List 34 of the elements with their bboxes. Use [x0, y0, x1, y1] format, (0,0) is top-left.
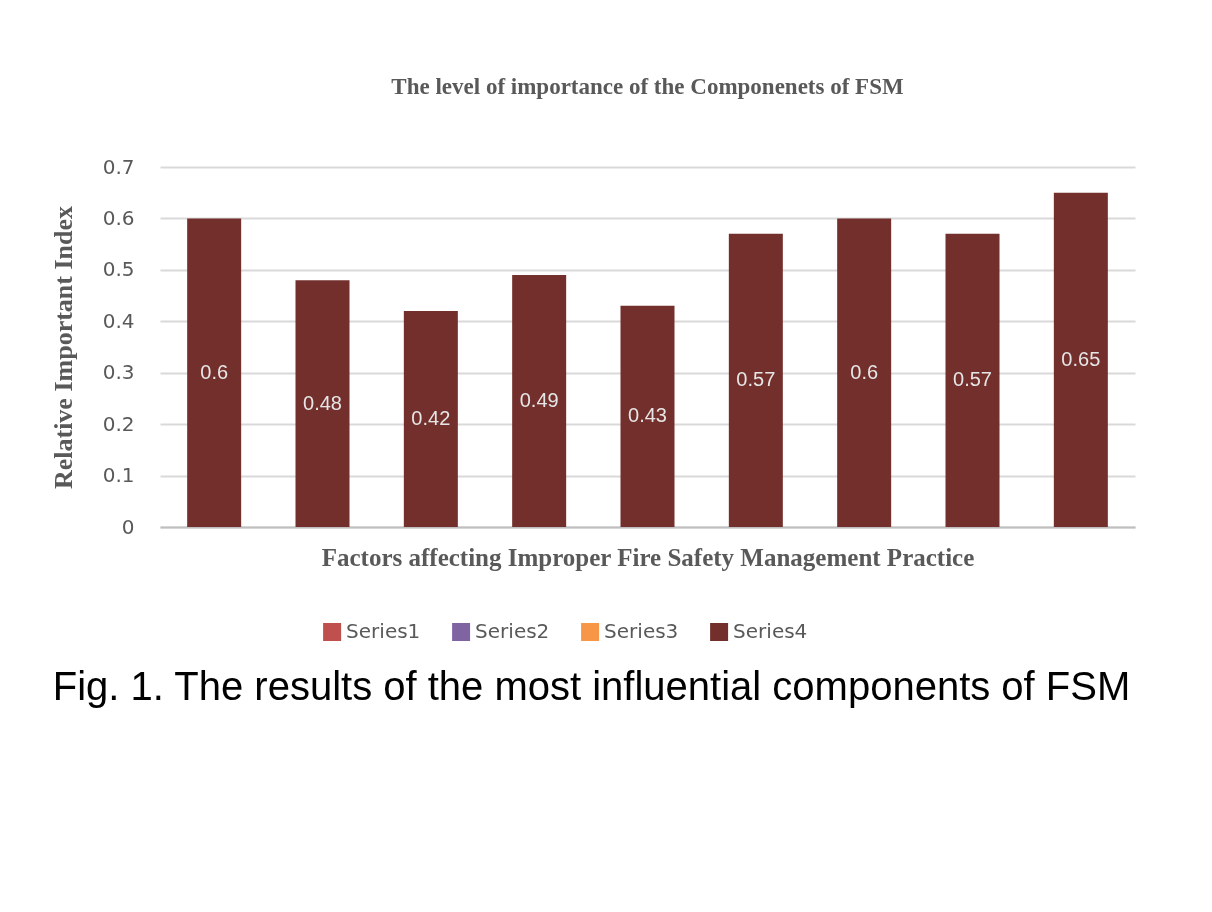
data-label: 0.57: [736, 368, 776, 391]
bar: [512, 275, 567, 527]
legend-label: Series4: [733, 619, 808, 643]
bar: [945, 233, 1000, 527]
data-label: 0.57: [953, 368, 992, 391]
y-tick-label: 0.1: [102, 463, 135, 488]
bar: [837, 218, 892, 527]
y-axis-title: Relative Important Index: [48, 205, 78, 490]
y-tick-label: 0.3: [102, 360, 135, 385]
data-label: 0.49: [519, 389, 559, 411]
bar: [1053, 192, 1108, 527]
y-tick-label: 0.6: [102, 205, 135, 230]
chart-title: The level of importance of the Componenets of FSM: [391, 74, 904, 99]
bar: [620, 305, 675, 527]
x-axis-title: Factors affecting Improper Fire Safety Management Practice: [321, 543, 975, 571]
data-label: 0.42: [411, 407, 451, 429]
bar: [728, 233, 783, 527]
y-tick-label: 0: [121, 514, 135, 539]
y-tick-label: 0.5: [102, 257, 135, 282]
bar: [295, 280, 350, 527]
bar: [403, 311, 458, 527]
y-tick-label: 0.2: [102, 411, 135, 436]
legend-label: Series1: [346, 619, 421, 643]
legend-label: Series3: [604, 619, 679, 643]
caption: Fig. 1. The results of the most influential components of FSM: [52, 664, 1131, 708]
data-label: 0.43: [628, 404, 667, 427]
data-label: 0.65: [1061, 347, 1101, 370]
data-label: 0.48: [303, 391, 342, 414]
legend-label: Series2: [475, 619, 550, 643]
y-tick-label: 0.7: [102, 154, 135, 179]
y-tick-label: 0.4: [102, 308, 135, 333]
data-label: 0.6: [850, 360, 879, 383]
bar: [187, 218, 242, 527]
data-label: 0.6: [200, 360, 229, 383]
